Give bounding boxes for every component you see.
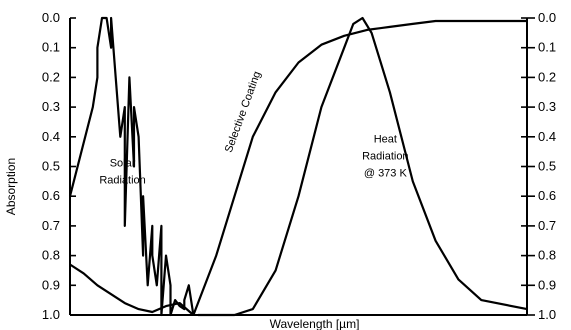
annotation-solar-line: Radiation [99,175,145,187]
annotation-selective-coating: Selective Coating [223,70,264,155]
y-tick-label-right: 0.0 [538,10,556,25]
y-tick-label-right: 0.3 [538,99,556,114]
y-tick-label-right: 1.0 [538,307,556,322]
y-tick-label-left: 0.1 [42,40,60,55]
y-tick-label-left: 0.7 [42,218,60,233]
y-tick-label-left: 0.9 [42,277,60,292]
y-tick-label-right: 0.2 [538,69,556,84]
y-tick-label-left: 0.8 [42,248,60,263]
annotation-heat-line: Heat [374,134,397,146]
y-tick-label-left: 0.0 [42,10,60,25]
y-tick-label-right: 0.1 [538,40,556,55]
y-tick-label-right: 0.6 [538,188,556,203]
series-line-3 [192,19,527,316]
annotation-heat-line: Radiation [362,151,408,163]
y-tick-label-left: 0.2 [42,69,60,84]
annotation-solar-line: Solar [110,158,136,170]
y-tick-label-right: 0.5 [538,159,556,174]
annotations: Solar Radiation Heat Radiation @ 373 K Select… [99,70,408,187]
y-tick-label-left: 0.3 [42,99,60,114]
y-tick-label-right: 0.9 [538,277,556,292]
series-line-4 [198,16,528,317]
y-tick-label-left: 0.6 [42,188,60,203]
y-tick-label-right: 0.8 [538,248,556,263]
y-tick-label-left: 1.0 [42,307,60,322]
y-tick-label-left: 0.5 [42,159,60,174]
y-tick-label-left: 0.4 [42,129,60,144]
x-axis-label: Wavelength [µm] [270,317,360,330]
y-tick-label-right: 0.4 [538,129,556,144]
annotation-heat-line: @ 373 K [364,168,408,180]
series-layer [68,16,528,317]
series-line-2 [69,263,195,316]
y-axis-label: Absorption [4,158,18,215]
axes: 0.0 0.0 0.1 0.1 0.2 0.2 0.3 0.3 0.4 0.4 0.5 0.5 0.6 0… [4,10,556,330]
y-tick-label-right: 0.7 [538,218,556,233]
